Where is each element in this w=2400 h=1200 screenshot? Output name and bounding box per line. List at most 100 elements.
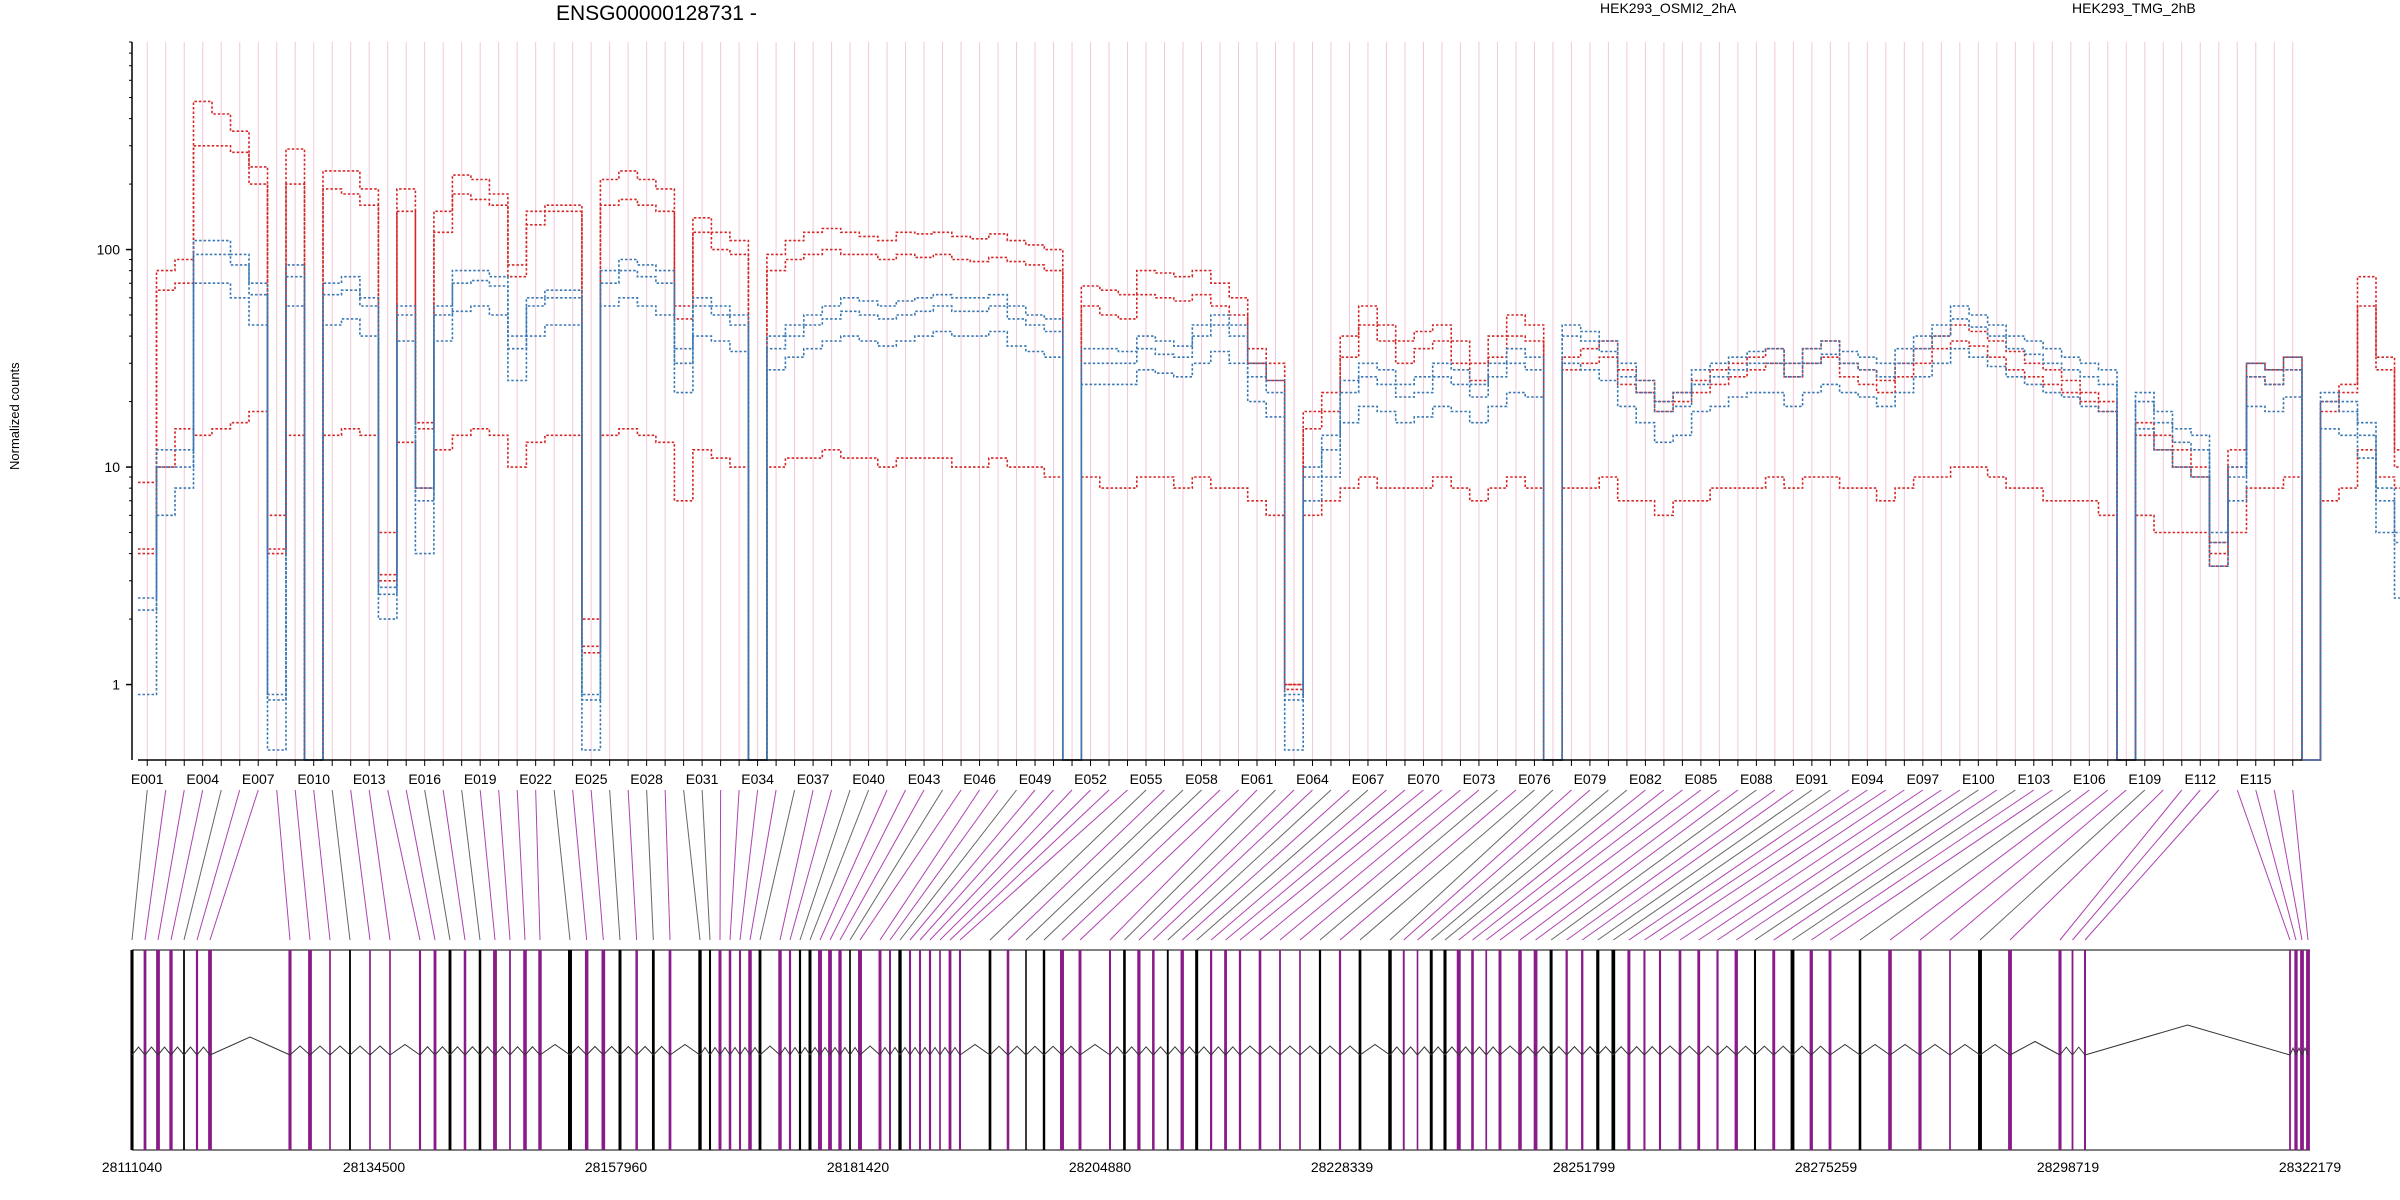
exon-block (738, 950, 742, 1150)
exon-connector (627, 789, 638, 941)
exon-connector (759, 789, 796, 941)
exon-block (493, 950, 497, 1150)
exon-block (601, 950, 606, 1150)
exon-grid-layer (146, 42, 2294, 760)
intron-line (524, 1046, 541, 1056)
intron-line (669, 1043, 701, 1056)
intron-line (1299, 1045, 1321, 1056)
intron-line (739, 1046, 751, 1056)
intron-line (170, 1046, 185, 1056)
exon-block (1195, 950, 1199, 1150)
exon-block (329, 950, 331, 1150)
intron-line (699, 1046, 711, 1056)
exon-connector (929, 789, 1073, 941)
intron-line (1735, 1045, 1756, 1056)
exon-block (143, 950, 147, 1150)
exon-tick-label: E022 (519, 771, 552, 787)
exon-connector (1279, 789, 1461, 941)
exon-connector (829, 789, 907, 941)
exon-connector (183, 789, 222, 941)
exon-tick-label: E106 (2073, 771, 2106, 787)
exon-connector (276, 789, 291, 941)
exon-block (349, 950, 351, 1150)
exon-connector (909, 789, 1036, 941)
intron-line (569, 1045, 588, 1056)
exon-block (156, 950, 160, 1150)
exon-tick-label: E085 (1685, 771, 1718, 787)
exon-block (1581, 950, 1584, 1150)
exon-connector (729, 789, 740, 941)
intron-line (1472, 1046, 1487, 1056)
intron-line (1485, 1046, 1501, 1056)
exon-connector (1138, 789, 1295, 941)
exon-tick-label: E109 (2128, 771, 2161, 787)
exon-connector (1829, 789, 2053, 941)
intron-line (1319, 1045, 1341, 1056)
exon-block (130, 950, 134, 1150)
exon-tick-label: E076 (1518, 771, 1551, 787)
intron-line (1949, 1043, 1981, 1056)
intron-line (1389, 1046, 1405, 1056)
exon-connector (1717, 789, 1942, 941)
exon-connector (535, 789, 541, 941)
exon-block (509, 950, 511, 1150)
exon-connector (1566, 789, 1776, 941)
exon-block (1518, 950, 1522, 1150)
exon-tick-label: E007 (242, 771, 275, 787)
exon-connector (498, 789, 511, 941)
exon-block (1471, 950, 1474, 1150)
exon-block (778, 950, 782, 1150)
exon-block (1858, 950, 1862, 1150)
intron-line (1430, 1046, 1446, 1056)
exon-block (878, 950, 882, 1150)
exon-block (433, 950, 437, 1150)
exon-tick-label: E082 (1629, 771, 1662, 787)
exon-block (1456, 950, 1461, 1150)
intron-line (1535, 1045, 1552, 1056)
intron-line (131, 1046, 146, 1056)
exon-connector (989, 789, 1147, 941)
intron-line (1239, 1045, 1261, 1056)
exon-block (2294, 950, 2298, 1150)
exon-connector (1472, 789, 1665, 941)
intron-line (1597, 1045, 1614, 1056)
intron-line (209, 1036, 291, 1056)
intron-line (2289, 1046, 2297, 1056)
intron-line (1339, 1045, 1361, 1056)
exon-connector (879, 789, 980, 941)
intron-line (419, 1046, 436, 1056)
intron-line (719, 1046, 731, 1056)
exon-tick-label: E010 (297, 771, 330, 787)
exon-tick-label: E070 (1407, 771, 1440, 787)
intron-line (1061, 1045, 1081, 1056)
exon-connector (1698, 789, 1924, 941)
intron-line (1444, 1046, 1460, 1056)
intron-line (1581, 1045, 1599, 1056)
intron-line (509, 1046, 526, 1056)
exon-connector (2236, 789, 2291, 941)
intron-line (899, 1046, 911, 1056)
exon-connector (799, 789, 851, 941)
exon-block (1402, 950, 1405, 1150)
intron-line (1499, 1045, 1521, 1056)
exon-block (988, 950, 992, 1150)
exon-block (1697, 950, 1701, 1150)
exon-block (828, 950, 832, 1150)
exon-tick-label: E091 (1796, 771, 1829, 787)
exon-block (838, 950, 842, 1150)
exon-connector (479, 789, 496, 941)
exon-tick-label: E034 (741, 771, 774, 787)
exon-connector-layer (131, 789, 2309, 941)
intron-line (1279, 1045, 1301, 1056)
intron-line (1698, 1045, 1718, 1056)
exon-connector (1007, 789, 1165, 941)
exon-block (708, 950, 712, 1150)
intron-line (1889, 1043, 1921, 1056)
exon-block (463, 950, 467, 1150)
axis-layer: 1 10 100 (97, 41, 2302, 761)
exon-block (2058, 950, 2062, 1150)
exon-connector (1259, 789, 1443, 941)
exon-connector (1061, 789, 1221, 941)
exon-block (1042, 950, 1046, 1150)
intron-line (1659, 1045, 1681, 1056)
